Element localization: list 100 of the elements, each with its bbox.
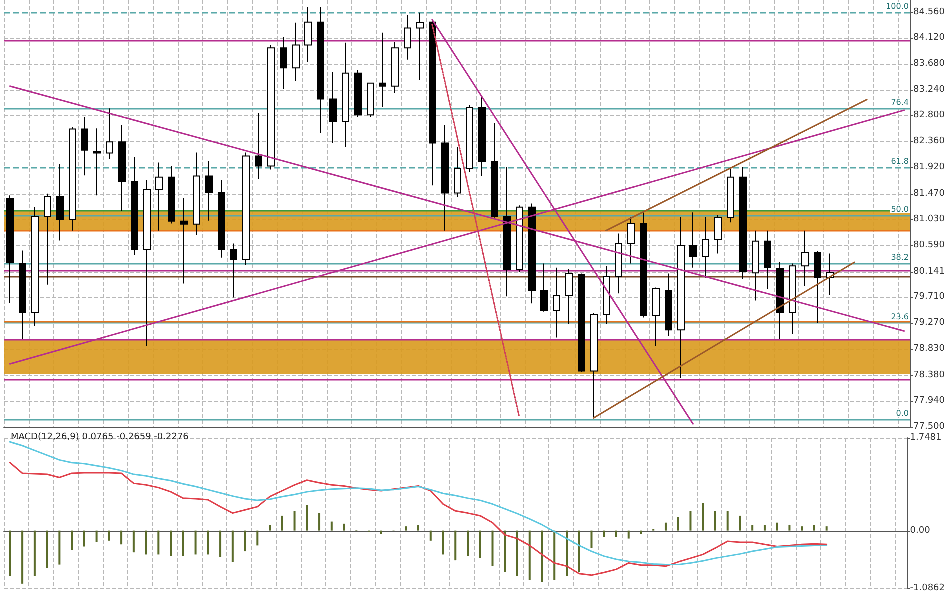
candlestick xyxy=(280,36,287,90)
candlestick xyxy=(44,193,51,286)
bar xyxy=(590,530,593,548)
bar xyxy=(516,530,518,576)
candlestick xyxy=(342,42,349,148)
candlestick xyxy=(677,216,685,379)
bar xyxy=(603,530,606,538)
bar xyxy=(566,530,568,576)
candlestick xyxy=(155,162,163,232)
bar xyxy=(318,513,321,531)
y-tick-label: 79.270 xyxy=(914,318,946,328)
candlestick xyxy=(503,166,511,298)
candlestick xyxy=(292,22,300,82)
candlestick xyxy=(31,206,39,326)
bar xyxy=(46,530,48,568)
y-tick-label: 81.470 xyxy=(914,188,946,199)
y-tick-label: 83.240 xyxy=(914,84,946,95)
bar xyxy=(132,530,135,553)
candlestick xyxy=(304,6,312,63)
y-tick-label: 80.141 xyxy=(914,266,946,277)
bar xyxy=(479,530,482,558)
bar xyxy=(22,530,24,584)
bar xyxy=(430,530,432,541)
annotation: 23.6 xyxy=(891,312,909,322)
candlestick xyxy=(193,152,200,236)
bar xyxy=(108,530,110,541)
candlestick xyxy=(665,273,672,336)
candlestick xyxy=(478,97,486,177)
bar xyxy=(726,511,729,531)
candlestick xyxy=(752,230,759,302)
candlestick xyxy=(118,124,126,212)
candlestick xyxy=(652,287,660,346)
candlestick xyxy=(218,180,225,258)
y-tick-label: 84.120 xyxy=(914,33,946,44)
bar xyxy=(442,530,444,555)
candlestick xyxy=(640,212,647,318)
candlestick xyxy=(69,126,76,232)
y-tick-label: 78.830 xyxy=(914,344,946,354)
candlestick xyxy=(317,6,324,134)
candlestick xyxy=(528,203,536,304)
bar xyxy=(170,530,172,556)
line-series xyxy=(9,441,828,566)
bar xyxy=(628,530,630,539)
bar xyxy=(615,530,618,538)
bar xyxy=(58,530,61,565)
bar xyxy=(182,530,184,556)
bar xyxy=(776,522,778,531)
annotation: 0.0 xyxy=(896,408,909,418)
bar xyxy=(256,530,259,546)
candlestick xyxy=(739,166,747,280)
candlestick xyxy=(814,250,821,324)
bar xyxy=(9,530,12,576)
candlestick xyxy=(789,263,796,335)
bar xyxy=(405,526,408,531)
bar xyxy=(541,530,544,582)
bar xyxy=(826,526,828,531)
candlestick xyxy=(714,215,722,254)
bar xyxy=(380,530,382,534)
candlestick xyxy=(727,166,734,224)
candlestick xyxy=(230,243,237,298)
y-tick-label: 82.360 xyxy=(914,136,946,147)
bar xyxy=(578,530,580,572)
candlestick xyxy=(540,263,548,312)
candlestick xyxy=(516,205,523,274)
bar xyxy=(467,530,470,556)
candlestick xyxy=(454,146,461,198)
candlestick xyxy=(416,12,424,81)
bar xyxy=(801,526,804,531)
candlestick xyxy=(180,198,188,284)
candlestick xyxy=(391,42,399,94)
y-tick-label: 80.590 xyxy=(914,240,946,251)
bar xyxy=(528,530,531,580)
chart-title: MACD(12,26,9) 0.0765 -0.2659 -0.2276 xyxy=(11,432,190,442)
candlestick xyxy=(267,44,275,170)
candlestick xyxy=(255,112,262,180)
candlestick xyxy=(578,273,585,373)
candlestick xyxy=(404,14,411,60)
candlestick xyxy=(441,124,449,232)
y-tick-label: 81.920 xyxy=(914,162,946,172)
annotation: 100.0 xyxy=(886,2,909,11)
y-tick-label: 81.030 xyxy=(914,214,946,225)
line-series xyxy=(9,462,828,576)
bar xyxy=(640,530,642,534)
candlestick xyxy=(379,32,386,108)
candlestick xyxy=(367,82,374,118)
candlestick xyxy=(615,233,622,294)
bar xyxy=(504,530,506,572)
bar xyxy=(330,522,333,531)
bar xyxy=(418,526,420,531)
bar xyxy=(702,503,704,531)
candlestick xyxy=(354,70,362,118)
bar xyxy=(244,530,246,552)
y-tick-label: 84.560 xyxy=(914,7,946,18)
bar xyxy=(664,522,667,531)
bar xyxy=(343,524,346,531)
candlestick xyxy=(491,122,498,218)
bar xyxy=(714,511,716,531)
candlestick xyxy=(801,230,809,287)
bar xyxy=(71,530,74,550)
bar xyxy=(232,530,234,562)
